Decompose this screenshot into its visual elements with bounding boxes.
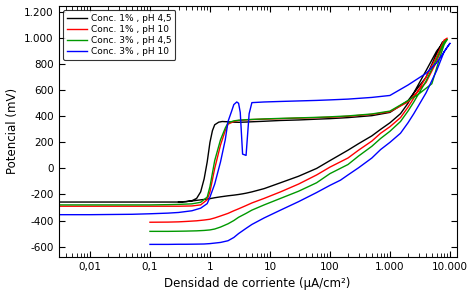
Conc. 1% , pH 10 — [147, 221, 153, 224]
Conc. 1% , pH 4,5 — [236, 120, 241, 124]
Conc. 3% , pH 10 — [434, 61, 439, 65]
Line: Conc. 3% , pH 10: Conc. 3% , pH 10 — [59, 43, 450, 244]
Conc. 3% , pH 4,5 — [198, 200, 203, 204]
Conc. 3% , pH 10 — [447, 41, 453, 45]
Conc. 1% , pH 4,5 — [176, 200, 182, 204]
Conc. 3% , pH 4,5 — [423, 79, 429, 83]
Conc. 1% , pH 4,5 — [345, 116, 351, 119]
Conc. 3% , pH 4,5 — [56, 203, 62, 207]
Conc. 3% , pH 4,5 — [165, 230, 171, 233]
Conc. 1% , pH 10 — [378, 131, 383, 135]
Conc. 1% , pH 10 — [369, 139, 375, 143]
Conc. 1% , pH 4,5 — [56, 200, 62, 204]
Conc. 3% , pH 4,5 — [369, 144, 375, 148]
Conc. 1% , pH 10 — [387, 110, 393, 114]
Conc. 3% , pH 10 — [183, 242, 189, 246]
Legend: Conc. 1% , pH 4,5, Conc. 1% , pH 10, Conc. 3% , pH 4,5, Conc. 3% , pH 10: Conc. 1% , pH 4,5, Conc. 1% , pH 10, Con… — [63, 10, 175, 60]
Conc. 1% , pH 4,5 — [201, 198, 207, 201]
Conc. 3% , pH 10 — [207, 195, 213, 199]
Conc. 3% , pH 4,5 — [378, 137, 383, 140]
Conc. 1% , pH 10 — [198, 203, 203, 207]
Y-axis label: Potencial (mV): Potencial (mV) — [6, 88, 18, 174]
Conc. 1% , pH 4,5 — [249, 190, 255, 194]
Conc. 3% , pH 10 — [87, 213, 93, 216]
Conc. 1% , pH 4,5 — [165, 200, 171, 204]
Line: Conc. 1% , pH 4,5: Conc. 1% , pH 4,5 — [59, 41, 444, 202]
Line: Conc. 1% , pH 10: Conc. 1% , pH 10 — [59, 38, 447, 222]
Conc. 3% , pH 4,5 — [147, 230, 153, 233]
Conc. 1% , pH 4,5 — [441, 40, 447, 43]
Conc. 3% , pH 10 — [165, 243, 171, 246]
Conc. 3% , pH 10 — [147, 243, 153, 246]
Conc. 3% , pH 10 — [411, 112, 417, 115]
Conc. 1% , pH 10 — [423, 75, 429, 79]
Conc. 3% , pH 10 — [56, 213, 62, 216]
Conc. 3% , pH 10 — [207, 242, 213, 245]
Conc. 1% , pH 4,5 — [216, 120, 221, 124]
X-axis label: Densidad de corriente (μA/cm²): Densidad de corriente (μA/cm²) — [164, 277, 351, 290]
Conc. 3% , pH 4,5 — [387, 109, 393, 113]
Conc. 1% , pH 10 — [444, 36, 450, 40]
Line: Conc. 3% , pH 4,5: Conc. 3% , pH 4,5 — [59, 39, 447, 231]
Conc. 3% , pH 4,5 — [441, 43, 447, 46]
Conc. 3% , pH 4,5 — [444, 38, 450, 41]
Conc. 1% , pH 10 — [441, 41, 447, 44]
Conc. 1% , pH 10 — [56, 205, 62, 208]
